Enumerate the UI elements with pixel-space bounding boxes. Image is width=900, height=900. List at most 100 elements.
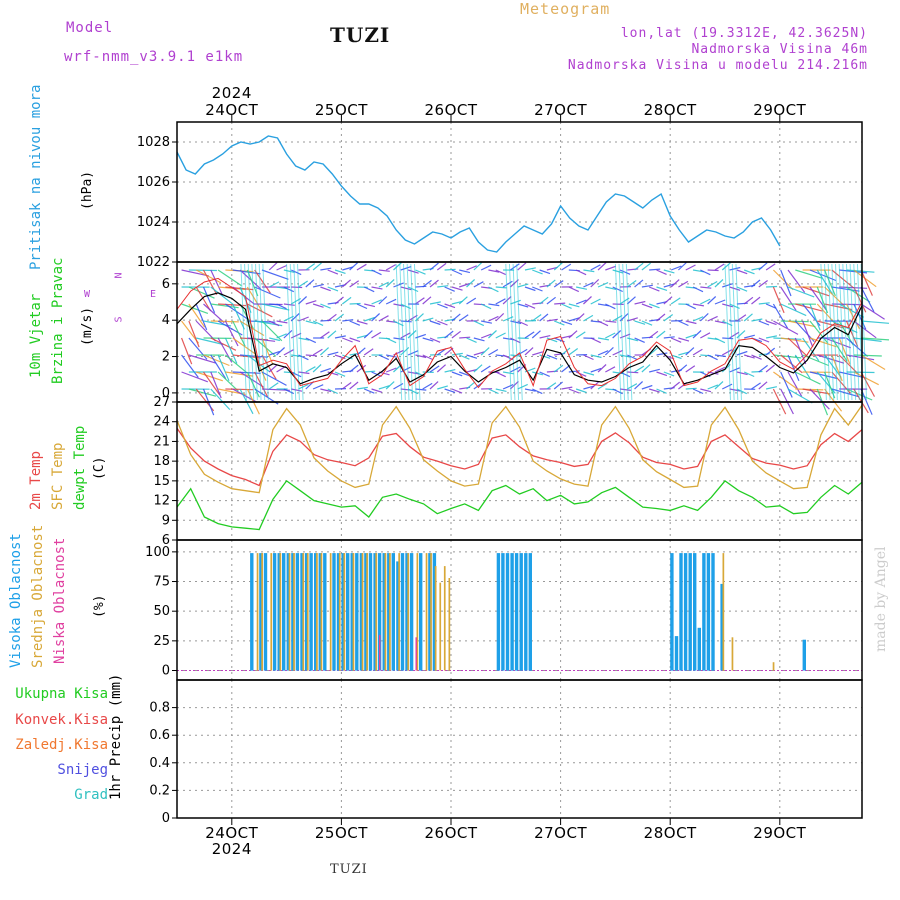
wind-arrow [853,320,877,339]
wind-arrow [576,286,588,290]
wind-arrow [364,388,375,394]
cloud-mid-bar [352,553,355,671]
wind-arrow [393,262,402,271]
wind-arrow [422,382,433,390]
wind-arrow [597,337,610,341]
wind-arrow [583,269,595,273]
wind-band [731,263,739,401]
wind-arrow [451,330,461,339]
wind-arrow [437,303,448,309]
wind-arrow [692,330,702,339]
wind-arrow [371,269,382,276]
wind-arrow [597,282,609,288]
wind-arrow [298,354,309,361]
wind-arrow [802,320,814,348]
wind-arrow [787,371,803,397]
y-tick-label: 0 [162,811,170,826]
wind-arrow [312,262,322,271]
wind-arrow [268,320,280,327]
cloud-high-bar [277,553,281,671]
wind-arrow [575,269,587,276]
cloud-mid-bar [430,553,432,671]
wind-arrow [349,320,361,326]
cloud-high-bar [670,553,674,671]
wind-arrow [261,337,274,365]
wind-arrow [634,300,646,305]
wind-arrow [546,296,556,305]
wind-arrow [772,303,789,329]
wind-arrow [415,269,426,275]
wind-arrow [488,330,497,339]
cloud-mid-bar [439,582,442,671]
wind-arrow [568,317,580,322]
wind-arrow [707,280,718,288]
cloud-high-bar [341,553,345,671]
cloud-high-bar [250,553,254,671]
wind-arrow [517,262,527,271]
cloud-mid-bar [375,553,378,671]
wind-arrow [590,337,601,344]
cloud-low-bar [415,637,417,671]
wind-band [735,263,742,401]
wind-arrow [707,296,717,305]
wind-arrow [349,280,360,288]
wind-arrow [824,269,836,297]
wind-arrow [320,286,331,292]
wind-arrow [546,370,558,373]
cloud-mid-bar [329,553,332,671]
wind-arrow [648,347,658,356]
wind-arrow [202,286,216,313]
cloud-high-bar [428,553,432,671]
wind-arrow [458,296,468,305]
wind-arrow [276,347,286,356]
wind-arrow [334,335,346,339]
wind-arrow [736,330,746,339]
wind-arrow [860,303,885,320]
wind-arrow [626,296,636,305]
wind-arrow [736,286,748,292]
wind-band [824,263,831,401]
wind-arrow [714,366,726,373]
wind-arrow [305,263,316,271]
y-tick-label: 18 [153,454,170,469]
wind-arrow [678,351,690,356]
wind-arrow [363,330,373,339]
y-tick-label: 100 [145,545,170,560]
wind-arrow [444,268,456,271]
wind-arrow [568,348,579,356]
wind-arrow [451,300,463,305]
cloud-high-bar [720,583,724,671]
wind-arrow [605,303,616,310]
wind-arrow [729,266,741,271]
cloud-mid-bar [443,566,446,671]
wind-arrow [400,366,411,373]
wind-arrow [568,286,580,293]
wind-band [395,263,403,401]
wind-arrow [451,286,463,291]
wind-arrow [780,320,809,323]
wind-arrow [795,303,823,312]
wind-arrow [305,320,317,325]
pressure-line [176,135,781,253]
wind-arrow [860,371,876,397]
y-tick-label: 0.2 [149,783,170,798]
wind-arrow [663,296,673,305]
y-tick-label: 1024 [137,215,170,230]
wind-arrow [195,286,212,312]
wind-arrow [597,350,609,356]
cloud-high-bar [373,553,377,671]
wind-arrow [605,265,616,271]
wind-arrow [466,381,476,390]
wind-arrow [495,332,506,339]
wind-arrow [604,346,614,356]
wind-arrow [546,279,556,288]
wind-arrow [488,269,500,273]
wind-arrow [334,371,346,377]
wind-arrow [517,283,529,288]
wind-arrow [510,299,521,305]
cloud-mid-bar [316,553,318,671]
wind-arrow [583,385,595,390]
wind-arrow [444,388,456,393]
wind-arrow [772,269,794,291]
cloud-mid-bar [434,566,437,671]
